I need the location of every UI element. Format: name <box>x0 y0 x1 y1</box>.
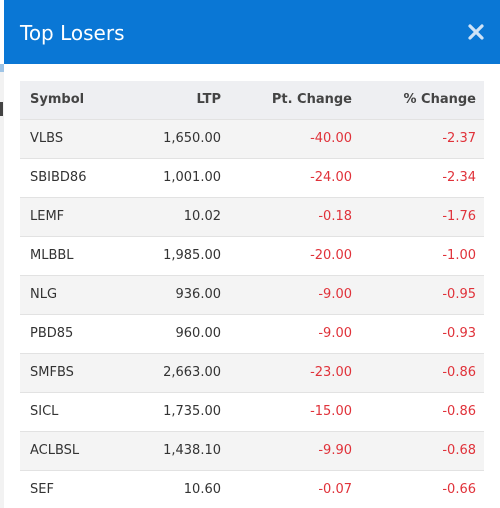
symbol-cell[interactable]: MLBBL <box>30 248 74 263</box>
pt-change-cell: -23.00 <box>310 365 352 380</box>
ltp-cell: 1,735.00 <box>163 404 221 419</box>
modal-header: Top Losers <box>4 0 500 64</box>
pt-change-cell: -9.00 <box>318 326 352 341</box>
column-header-pct-change[interactable]: % Change <box>403 92 477 107</box>
background-page <box>0 64 4 508</box>
ltp-cell: 10.02 <box>183 209 221 224</box>
ltp-cell: 1,001.00 <box>163 170 221 185</box>
pt-change-cell: -15.00 <box>310 404 352 419</box>
close-button[interactable] <box>466 22 486 42</box>
pct-change-cell: -0.86 <box>442 404 476 419</box>
table-header-row: Symbol LTP Pt. Change % Change <box>20 81 484 120</box>
close-icon <box>468 24 484 40</box>
column-header-pt-change[interactable]: Pt. Change <box>271 92 352 107</box>
ltp-cell: 1,650.00 <box>163 131 221 146</box>
pt-change-cell: -24.00 <box>310 170 352 185</box>
table-row[interactable]: SEF 10.60 -0.07 -0.66 <box>20 471 484 508</box>
symbol-cell[interactable]: SICL <box>30 404 59 419</box>
ltp-cell: 1,438.10 <box>163 443 221 458</box>
losers-table: Symbol LTP Pt. Change % Change VLBS 1,650… <box>20 81 484 508</box>
symbol-cell[interactable]: SMFBS <box>30 365 74 380</box>
background-accent <box>0 64 4 72</box>
symbol-cell[interactable]: VLBS <box>30 131 64 146</box>
table-row[interactable]: NLG 936.00 -9.00 -0.95 <box>20 276 484 315</box>
pct-change-cell: -1.76 <box>442 209 476 224</box>
ltp-cell: 1,985.00 <box>163 248 221 263</box>
pct-change-cell: -2.34 <box>442 170 476 185</box>
symbol-cell[interactable]: SBIBD86 <box>30 170 87 185</box>
pt-change-cell: -20.00 <box>310 248 352 263</box>
symbol-cell[interactable]: PBD85 <box>30 326 74 341</box>
symbol-cell[interactable]: SEF <box>30 482 54 497</box>
pt-change-cell: -40.00 <box>310 131 352 146</box>
background-text-fragment <box>0 102 3 116</box>
pt-change-cell: -0.07 <box>318 482 352 497</box>
pct-change-cell: -0.93 <box>442 326 476 341</box>
table-row[interactable]: SICL 1,735.00 -15.00 -0.86 <box>20 393 484 432</box>
table-row[interactable]: SMFBS 2,663.00 -23.00 -0.86 <box>20 354 484 393</box>
table-row[interactable]: PBD85 960.00 -9.00 -0.93 <box>20 315 484 354</box>
column-header-symbol[interactable]: Symbol <box>30 92 85 107</box>
symbol-cell[interactable]: NLG <box>30 287 58 302</box>
pct-change-cell: -1.00 <box>442 248 476 263</box>
pct-change-cell: -2.37 <box>442 131 476 146</box>
ltp-cell: 936.00 <box>175 287 222 302</box>
ltp-cell: 2,663.00 <box>163 365 221 380</box>
pt-change-cell: -0.18 <box>318 209 352 224</box>
table-row[interactable]: VLBS 1,650.00 -40.00 -2.37 <box>20 120 484 159</box>
pct-change-cell: -0.68 <box>442 443 476 458</box>
top-losers-modal: Top Losers Symbol LTP Pt. Change % Chang… <box>4 0 500 508</box>
pct-change-cell: -0.66 <box>442 482 476 497</box>
pt-change-cell: -9.00 <box>318 287 352 302</box>
ltp-cell: 960.00 <box>175 326 222 341</box>
ltp-cell: 10.60 <box>183 482 221 497</box>
table-row[interactable]: MLBBL 1,985.00 -20.00 -1.00 <box>20 237 484 276</box>
modal-title: Top Losers <box>20 21 125 45</box>
table-row[interactable]: ACLBSL 1,438.10 -9.90 -0.68 <box>20 432 484 471</box>
table-row[interactable]: LEMF 10.02 -0.18 -1.76 <box>20 198 484 237</box>
table-row[interactable]: SBIBD86 1,001.00 -24.00 -2.34 <box>20 159 484 198</box>
column-header-ltp[interactable]: LTP <box>196 92 221 107</box>
symbol-cell[interactable]: LEMF <box>30 209 65 224</box>
pct-change-cell: -0.95 <box>442 287 476 302</box>
pt-change-cell: -9.90 <box>318 443 352 458</box>
pct-change-cell: -0.86 <box>442 365 476 380</box>
symbol-cell[interactable]: ACLBSL <box>30 443 80 458</box>
